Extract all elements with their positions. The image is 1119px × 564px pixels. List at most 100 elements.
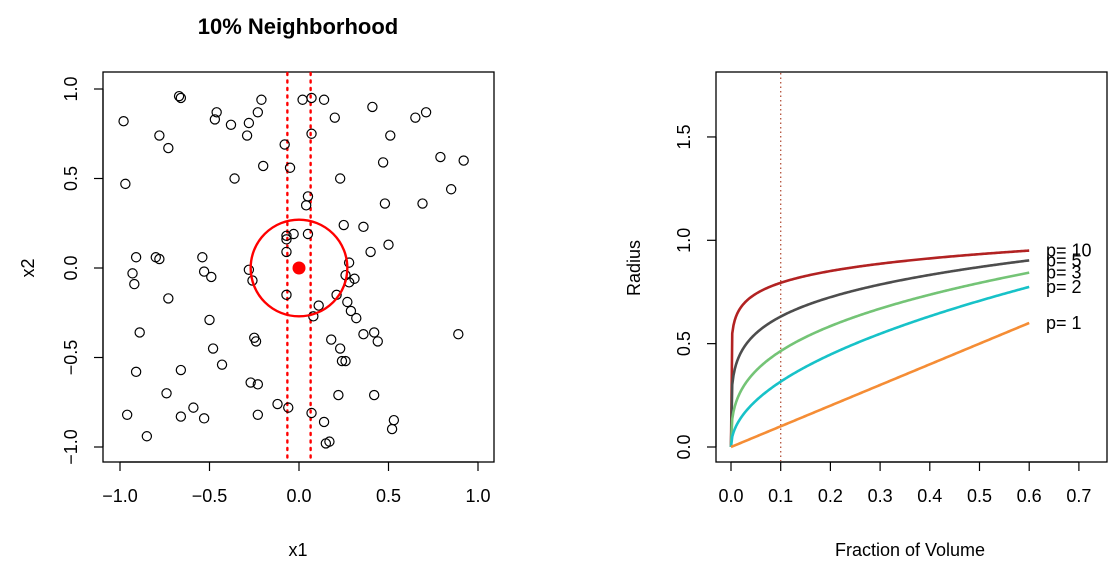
right-y-tick-label: 1.5 bbox=[674, 124, 694, 149]
data-point bbox=[383, 239, 394, 250]
right-x-tick-label: 0.3 bbox=[868, 486, 893, 506]
data-point bbox=[283, 402, 294, 413]
data-point bbox=[175, 92, 187, 104]
right-x-tick-label: 0.2 bbox=[818, 486, 843, 506]
data-point bbox=[288, 228, 299, 240]
right-x-tick-label: 0.1 bbox=[768, 486, 793, 506]
left-title: 10% Neighborhood bbox=[198, 14, 398, 39]
data-point bbox=[458, 155, 469, 166]
data-point bbox=[386, 423, 398, 435]
right-y-tick-label: 0.0 bbox=[674, 434, 694, 459]
left-y-tick-label: −0.5 bbox=[61, 340, 81, 376]
data-point bbox=[243, 264, 255, 275]
series-label-p3: p= 3 bbox=[1046, 263, 1082, 283]
data-point bbox=[229, 173, 240, 184]
data-point bbox=[326, 334, 337, 345]
left-marks bbox=[118, 71, 469, 463]
data-point bbox=[198, 413, 210, 424]
data-point bbox=[300, 200, 312, 211]
data-point bbox=[435, 151, 446, 163]
right-x-tick-label: 0.7 bbox=[1066, 486, 1091, 506]
data-point bbox=[272, 398, 283, 410]
series-label-p10: p= 10 bbox=[1046, 241, 1092, 261]
left-panel: 10% Neighborhood −1.0 −0.5 0.0 0.5 1.0 −1.0−… bbox=[18, 14, 495, 560]
right-x-tick-label: 0.6 bbox=[1017, 486, 1042, 506]
series-line-p3 bbox=[729, 271, 1030, 448]
data-point bbox=[284, 162, 296, 173]
left-y-tick-label: −1.0 bbox=[61, 429, 81, 465]
data-point bbox=[329, 112, 340, 123]
data-point bbox=[302, 191, 314, 202]
data-point bbox=[420, 107, 432, 118]
data-point bbox=[368, 327, 380, 338]
data-point bbox=[410, 112, 421, 123]
left-x-tick-label: 1.0 bbox=[465, 486, 490, 506]
data-point bbox=[161, 388, 172, 399]
series-label-p1: p= 1 bbox=[1046, 313, 1082, 333]
right-x-label: Fraction of Volume bbox=[835, 540, 985, 560]
data-point bbox=[306, 92, 317, 104]
data-point bbox=[127, 268, 138, 279]
data-point bbox=[206, 271, 217, 283]
left-x-tick-label: 0.5 bbox=[376, 486, 401, 506]
right-y-tick-label: 0.5 bbox=[674, 331, 694, 356]
data-point bbox=[241, 130, 253, 141]
data-point bbox=[333, 389, 344, 401]
right-x-axis: 0.0 0.1 0.2 0.3 0.4 0.5 0.6 0.7 bbox=[718, 461, 1091, 506]
data-point bbox=[281, 289, 292, 301]
right-x-tick-label: 0.4 bbox=[917, 486, 942, 506]
data-point bbox=[130, 252, 142, 263]
data-point bbox=[120, 178, 131, 190]
data-point bbox=[334, 343, 346, 354]
data-point bbox=[367, 101, 378, 113]
data-point bbox=[121, 409, 133, 420]
data-point bbox=[324, 436, 335, 447]
data-point bbox=[216, 359, 228, 370]
data-point bbox=[340, 355, 351, 367]
data-point bbox=[453, 329, 464, 340]
data-point bbox=[388, 414, 400, 426]
data-point bbox=[245, 377, 256, 388]
data-point bbox=[281, 230, 292, 241]
data-point bbox=[175, 411, 187, 422]
data-point bbox=[368, 389, 380, 401]
data-point bbox=[306, 128, 317, 139]
data-point bbox=[163, 293, 174, 304]
data-point bbox=[377, 157, 389, 168]
data-point bbox=[343, 257, 355, 268]
data-point bbox=[118, 116, 129, 127]
data-point bbox=[154, 253, 165, 265]
right-y-axis: 0.0 0.5 1.0 1.5 bbox=[674, 124, 717, 460]
data-point bbox=[209, 114, 221, 125]
series-line-p1 bbox=[730, 321, 1030, 449]
neighborhood-circle bbox=[249, 218, 349, 318]
right-y-tick-label: 1.0 bbox=[674, 228, 694, 253]
data-point bbox=[336, 355, 348, 367]
left-x-tick-label: 0.0 bbox=[286, 486, 311, 506]
data-point bbox=[313, 300, 324, 311]
data-point bbox=[129, 278, 140, 290]
series-label-p2: p= 2 bbox=[1046, 277, 1082, 297]
right-panel: 0.0 0.1 0.2 0.3 0.4 0.5 0.6 0.7 0.0 0.5 1.0 1.5 Fr… bbox=[624, 71, 1108, 560]
data-point bbox=[338, 219, 349, 231]
target-point bbox=[292, 261, 306, 275]
data-point bbox=[417, 198, 428, 209]
data-point bbox=[318, 94, 330, 105]
data-point bbox=[372, 336, 383, 347]
data-point bbox=[163, 142, 174, 154]
data-point bbox=[349, 273, 360, 284]
series-label-p5: p= 5 bbox=[1046, 250, 1082, 270]
data-point bbox=[358, 221, 369, 233]
data-point bbox=[256, 94, 267, 105]
left-y-tick-label: 0.0 bbox=[61, 255, 81, 280]
right-x-tick-label: 0.5 bbox=[967, 486, 992, 506]
data-point bbox=[154, 130, 165, 141]
data-point bbox=[130, 366, 142, 378]
data-point bbox=[281, 246, 292, 258]
data-point bbox=[258, 160, 269, 172]
data-point bbox=[141, 431, 153, 442]
series-line-p10 bbox=[729, 249, 1030, 448]
data-point bbox=[445, 184, 457, 195]
left-y-tick-label: 1.0 bbox=[61, 76, 81, 101]
data-point bbox=[297, 94, 308, 105]
